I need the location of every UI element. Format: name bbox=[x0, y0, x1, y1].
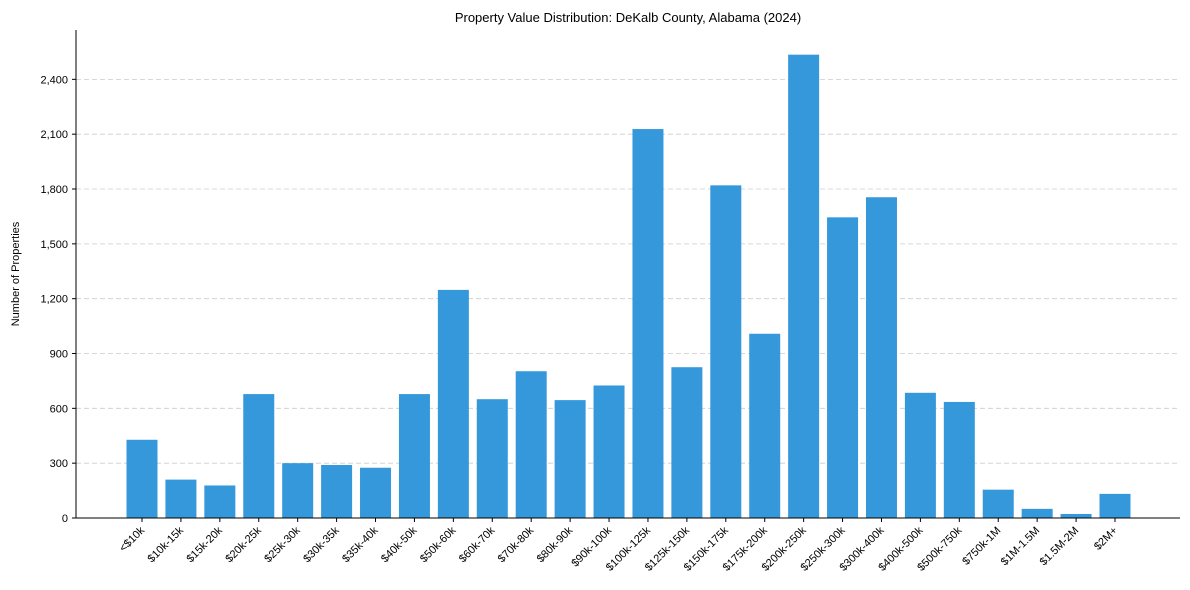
x-tick-label: $30k-35k bbox=[301, 524, 342, 565]
bar bbox=[282, 463, 314, 518]
bar bbox=[1021, 508, 1053, 518]
chart-title: Property Value Distribution: DeKalb Coun… bbox=[455, 10, 801, 25]
bar bbox=[360, 467, 392, 518]
x-tick-label: $40k-50k bbox=[379, 524, 420, 565]
x-tick-label: <$10k bbox=[117, 524, 147, 554]
bar bbox=[593, 385, 625, 518]
bars bbox=[126, 54, 1131, 518]
x-tick-label: $10k-15k bbox=[146, 524, 187, 565]
x-tick-label: $60k-70k bbox=[457, 524, 498, 565]
x-ticks: <$10k$10k-15k$15k-20k$20k-25k$25k-30k$30… bbox=[117, 518, 1120, 574]
y-tick-label: 0 bbox=[62, 513, 68, 525]
x-tick-label: $35k-40k bbox=[340, 524, 381, 565]
y-ticks: 0 300 600 900 1,200 1,500 1,800 2,100 2,400 bbox=[40, 74, 76, 525]
gridlines bbox=[76, 78, 1180, 464]
bar bbox=[904, 392, 936, 518]
bar bbox=[710, 185, 742, 518]
bar bbox=[632, 129, 664, 518]
y-tick-label: 2,400 bbox=[40, 74, 68, 86]
y-tick-label: 1,800 bbox=[40, 184, 68, 196]
bar bbox=[126, 439, 158, 518]
x-tick-label: $80k-90k bbox=[535, 524, 576, 565]
bar bbox=[1099, 493, 1131, 518]
bar bbox=[788, 54, 820, 518]
bar bbox=[671, 367, 703, 518]
bar bbox=[437, 289, 469, 518]
x-tick-label: $50k-60k bbox=[418, 524, 459, 565]
bar bbox=[982, 489, 1014, 518]
x-tick-label: $1M-1.5M bbox=[999, 525, 1043, 569]
y-tick-label: 600 bbox=[50, 403, 68, 415]
y-tick-label: 1,500 bbox=[40, 239, 68, 251]
bar bbox=[749, 333, 781, 518]
y-tick-label: 900 bbox=[50, 349, 68, 361]
x-tick-label: $1.5M-2M bbox=[1038, 525, 1082, 569]
bar bbox=[204, 485, 236, 518]
bar bbox=[165, 479, 197, 518]
y-axis-label: Number of Properties bbox=[10, 221, 22, 326]
y-tick-label: 2,100 bbox=[40, 129, 68, 141]
x-tick-label: $15k-20k bbox=[184, 524, 225, 565]
bar bbox=[321, 464, 353, 518]
x-tick-label: $70k-80k bbox=[496, 524, 537, 565]
y-tick-label: 300 bbox=[50, 458, 68, 470]
bar bbox=[1060, 513, 1092, 518]
x-tick-label: $25k-30k bbox=[262, 524, 303, 565]
bar bbox=[515, 371, 547, 518]
bar bbox=[554, 400, 586, 518]
x-tick-label: $20k-25k bbox=[223, 524, 264, 565]
bar bbox=[865, 197, 897, 518]
x-tick-label: $2M+ bbox=[1092, 525, 1120, 553]
bar bbox=[943, 401, 975, 518]
y-tick-label: 1,200 bbox=[40, 294, 68, 306]
bar bbox=[398, 394, 430, 518]
bar bbox=[827, 217, 859, 518]
bar bbox=[476, 399, 508, 518]
x-tick-label: $750k-1M bbox=[960, 525, 1003, 568]
bar bbox=[243, 394, 275, 518]
